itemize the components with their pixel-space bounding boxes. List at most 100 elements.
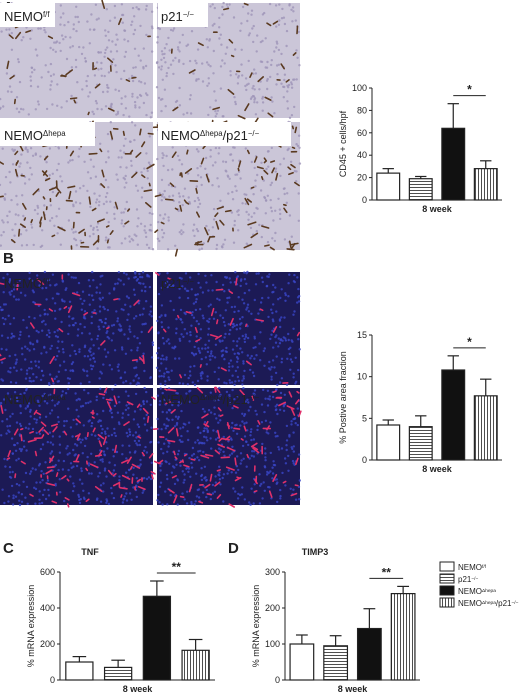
nucleus <box>142 353 144 355</box>
nucleus <box>97 475 99 477</box>
nucleus <box>288 148 290 150</box>
nucleus <box>122 381 124 383</box>
nucleus <box>231 375 233 377</box>
nucleus <box>78 155 80 157</box>
nucleus <box>194 200 196 202</box>
nucleus <box>280 392 282 394</box>
nucleus <box>125 51 127 53</box>
nucleus <box>254 167 256 169</box>
nucleus <box>28 423 30 425</box>
nucleus <box>292 489 294 491</box>
nucleus <box>128 277 130 279</box>
nucleus <box>104 29 106 31</box>
nucleus <box>41 370 43 372</box>
nucleus <box>278 49 280 51</box>
nucleus <box>204 344 206 346</box>
nucleus <box>10 381 12 383</box>
nucleus <box>158 375 160 377</box>
nucleus <box>59 364 61 366</box>
nucleus <box>87 95 89 97</box>
nucleus <box>105 239 107 241</box>
nucleus <box>166 72 168 74</box>
nucleus <box>247 337 249 339</box>
nucleus <box>208 318 210 320</box>
nucleus <box>37 86 39 88</box>
nucleus <box>29 75 31 77</box>
nucleus <box>73 485 75 487</box>
nucleus <box>192 72 194 74</box>
nucleus <box>58 208 60 210</box>
nucleus <box>85 60 87 62</box>
stained-cell <box>176 208 178 209</box>
nucleus <box>262 96 264 98</box>
nucleus <box>279 381 281 383</box>
nucleus <box>283 17 285 19</box>
nucleus <box>256 230 258 232</box>
nucleus <box>271 182 273 184</box>
nucleus <box>156 418 158 420</box>
nucleus <box>91 316 93 318</box>
nucleus <box>197 48 199 50</box>
nucleus <box>291 87 293 89</box>
nucleus <box>218 37 220 39</box>
nucleus <box>146 244 148 246</box>
nucleus <box>32 155 34 157</box>
nucleus <box>12 452 14 454</box>
nucleus <box>197 150 199 152</box>
nucleus <box>151 112 153 114</box>
nucleus <box>124 186 126 188</box>
nucleus <box>222 160 224 162</box>
nucleus <box>200 377 202 379</box>
nucleus <box>293 106 295 108</box>
nucleus <box>261 236 263 238</box>
nucleus <box>247 304 249 306</box>
nucleus <box>253 358 255 360</box>
nucleus <box>252 85 254 87</box>
stained-cell <box>121 495 122 497</box>
nucleus <box>102 397 104 399</box>
y-tick-label: 20 <box>357 173 367 183</box>
nucleus <box>132 467 134 469</box>
nucleus <box>199 286 201 288</box>
nucleus <box>235 190 237 192</box>
nucleus <box>97 229 99 231</box>
nucleus <box>134 234 136 236</box>
nucleus <box>283 158 285 160</box>
nucleus <box>197 273 199 275</box>
nucleus <box>104 433 106 435</box>
nucleus <box>186 430 188 432</box>
nucleus <box>286 202 288 204</box>
nucleus <box>94 435 96 437</box>
nucleus <box>34 360 36 362</box>
nucleus <box>105 35 107 37</box>
nucleus <box>124 495 126 497</box>
group-label: p21−/− <box>458 575 478 584</box>
nucleus <box>42 374 44 376</box>
nucleus <box>196 335 198 337</box>
nucleus <box>121 417 123 419</box>
nucleus <box>225 53 227 55</box>
label-part: NEMO <box>458 563 482 572</box>
label-part: NEMO <box>161 392 200 407</box>
nucleus <box>108 39 110 41</box>
nucleus <box>267 78 269 80</box>
nucleus <box>246 84 248 86</box>
nucleus <box>55 51 57 53</box>
nucleus <box>109 201 111 203</box>
nucleus <box>39 433 41 435</box>
label-part: NEMO <box>4 9 43 24</box>
nucleus <box>85 438 87 440</box>
nucleus <box>242 445 244 447</box>
nucleus <box>197 380 199 382</box>
nucleus <box>109 410 111 412</box>
nucleus <box>70 462 72 464</box>
nucleus <box>144 423 146 425</box>
nucleus <box>293 310 295 312</box>
nucleus <box>124 208 126 210</box>
nucleus <box>156 158 158 160</box>
nucleus <box>231 422 233 424</box>
nucleus <box>64 36 66 38</box>
nucleus <box>145 232 147 234</box>
nucleus <box>56 169 58 171</box>
nucleus <box>62 12 64 14</box>
